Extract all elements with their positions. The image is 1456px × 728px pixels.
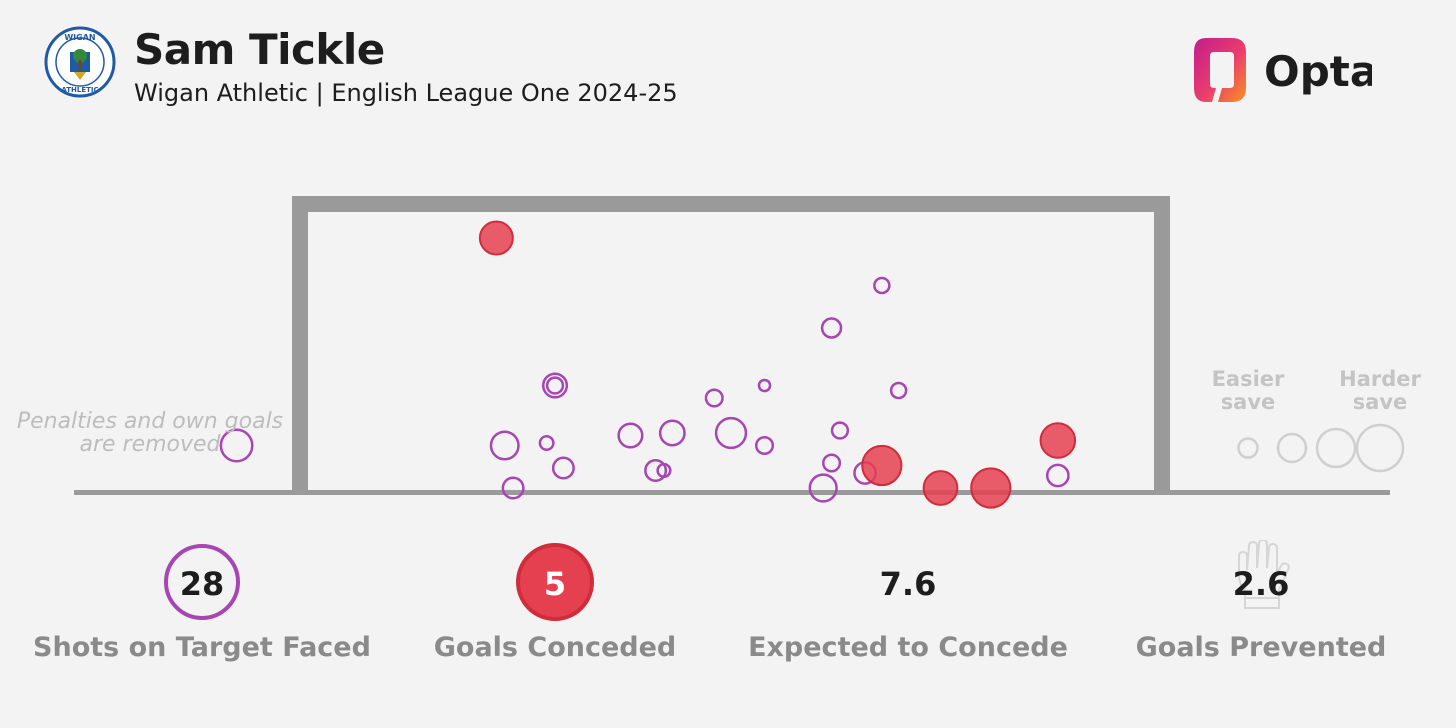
stat-value: 5 bbox=[543, 565, 567, 603]
removed-note: Penalties and own goals are removed bbox=[0, 410, 300, 456]
save-point bbox=[541, 372, 569, 399]
legend-easier-line-2: save bbox=[1220, 390, 1276, 414]
legend-harder-line-1: Harder bbox=[1339, 367, 1421, 391]
shot-points bbox=[219, 220, 1077, 509]
save-point bbox=[538, 435, 555, 451]
legend-size-circle bbox=[1276, 432, 1308, 464]
save-point bbox=[873, 276, 891, 295]
goal-badge-icon bbox=[516, 543, 594, 621]
save-point bbox=[501, 476, 525, 500]
save-point bbox=[489, 430, 520, 461]
save-point bbox=[822, 453, 842, 473]
save-point bbox=[820, 317, 843, 339]
crest-text-bottom: ATHLETIC bbox=[61, 86, 98, 94]
save-point bbox=[656, 462, 672, 479]
opta-logo: Opta bbox=[1194, 38, 1372, 102]
page-title: Sam Tickle bbox=[134, 25, 385, 74]
save-point bbox=[658, 419, 686, 447]
club-crest-icon: WIGAN ATHLETIC bbox=[44, 26, 116, 98]
legend-easier-line-1: Easier bbox=[1211, 367, 1285, 391]
stat-value: 7.6 bbox=[879, 565, 937, 603]
save-point bbox=[1045, 463, 1070, 488]
legend-size-circle bbox=[1355, 423, 1405, 473]
save-point bbox=[219, 428, 254, 463]
save-point bbox=[754, 435, 775, 456]
note-line-1: Penalties and own goals bbox=[16, 409, 284, 434]
stat-value: 2.6 bbox=[1232, 565, 1290, 603]
note-line-2: are removed bbox=[79, 432, 221, 457]
save-point bbox=[644, 459, 668, 482]
save-point bbox=[714, 416, 748, 450]
save-point bbox=[757, 378, 772, 393]
save-point bbox=[551, 456, 575, 480]
header: WIGAN ATHLETIC Sam Tickle Wigan Athletic… bbox=[44, 26, 678, 108]
save-point bbox=[545, 376, 565, 395]
goal-point bbox=[478, 220, 514, 256]
save-badge-icon bbox=[164, 544, 240, 620]
stat-value: 28 bbox=[179, 565, 225, 603]
stat-label: Expected to Concede bbox=[748, 632, 1068, 663]
ground-line bbox=[74, 490, 1390, 495]
legend-easier-label: Easier save bbox=[1198, 368, 1298, 414]
size-legend bbox=[1237, 423, 1405, 473]
goal-left-post bbox=[292, 196, 308, 494]
legend-harder-line-2: save bbox=[1352, 390, 1408, 414]
stats-row: 28 Shots on Target Faced 5 Goals Concede… bbox=[0, 540, 1456, 680]
legend-size-circle bbox=[1237, 437, 1259, 459]
save-point bbox=[617, 422, 644, 449]
goal-right-post bbox=[1154, 196, 1170, 494]
goal-point bbox=[861, 444, 903, 487]
goal-crossbar bbox=[292, 196, 1170, 212]
stat-label: Goals Prevented bbox=[1135, 632, 1387, 663]
stat-label: Goals Conceded bbox=[433, 632, 677, 663]
legend-harder-label: Harder save bbox=[1330, 368, 1430, 414]
goal-point bbox=[970, 467, 1012, 509]
goalkeeper-glove-icon bbox=[1238, 540, 1290, 609]
stat-label: Shots on Target Faced bbox=[33, 632, 371, 663]
crest-text-top: WIGAN bbox=[64, 33, 95, 42]
goal-point bbox=[922, 470, 959, 506]
save-point bbox=[704, 388, 724, 408]
brand-name: Opta bbox=[1264, 47, 1372, 96]
save-point bbox=[830, 421, 850, 440]
save-point bbox=[808, 473, 838, 503]
page-subtitle: Wigan Athletic | English League One 2024… bbox=[134, 79, 678, 107]
save-point bbox=[889, 381, 908, 400]
legend-size-circle bbox=[1315, 427, 1357, 469]
goal-point bbox=[1039, 422, 1077, 459]
